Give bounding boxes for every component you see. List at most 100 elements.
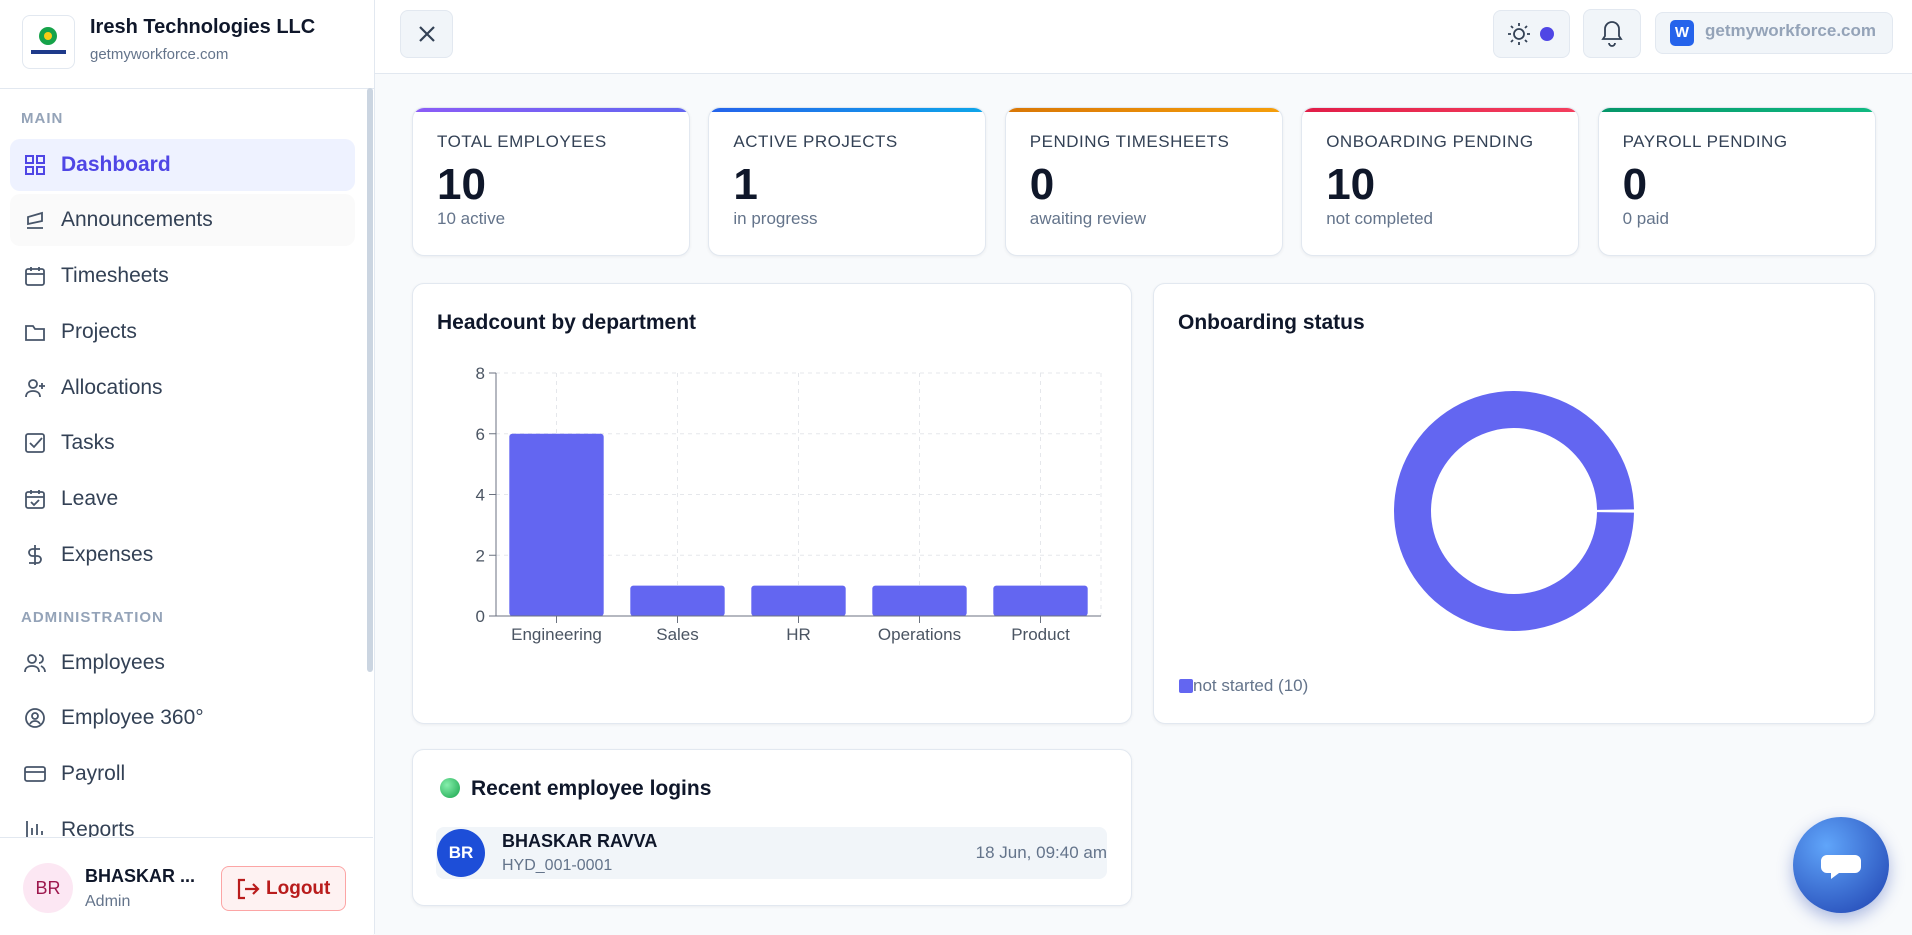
onboarding-card: Onboarding status not started (10) bbox=[1153, 283, 1875, 724]
y-tick-label: 2 bbox=[476, 546, 485, 565]
bar bbox=[751, 585, 846, 616]
bar bbox=[509, 433, 604, 616]
nav-label: Dashboard bbox=[61, 153, 171, 176]
kpi-value: 10 bbox=[437, 160, 486, 209]
y-tick-label: 8 bbox=[476, 364, 485, 383]
notifications-button[interactable] bbox=[1583, 9, 1641, 58]
login-row: BR BHASKAR RAVVA HYD_001-0001 18 Jun, 09:40… bbox=[436, 827, 1107, 879]
bar bbox=[993, 585, 1088, 616]
theme-toggle[interactable] bbox=[1493, 10, 1570, 58]
nav-item[interactable]: Payroll bbox=[10, 748, 355, 800]
chat-button[interactable] bbox=[1793, 817, 1889, 913]
kpi-accent bbox=[709, 108, 986, 112]
kpi-note: 0 paid bbox=[1622, 209, 1669, 228]
kpi-accent bbox=[1005, 108, 1282, 112]
kpi-label: ACTIVE PROJECTS bbox=[733, 132, 898, 151]
legend: not started (10) bbox=[1179, 676, 1308, 700]
logo-art bbox=[31, 27, 66, 54]
nav-label: Allocations bbox=[61, 376, 163, 399]
kpi-card: TOTAL EMPLOYEES 10 10 active bbox=[412, 107, 690, 256]
nav-label: Leave bbox=[61, 487, 119, 510]
nav-label: Announcements bbox=[61, 208, 213, 231]
nav-label: Timesheets bbox=[61, 264, 169, 287]
y-tick-label: 6 bbox=[476, 425, 485, 444]
kpi-card: PENDING TIMESHEETS 0 awaiting review bbox=[1004, 107, 1283, 256]
nav-item[interactable]: Employees bbox=[10, 637, 355, 689]
y-tick-label: 0 bbox=[476, 607, 485, 626]
nav-label: Projects bbox=[61, 320, 137, 343]
nav-label: Employee 360° bbox=[61, 706, 204, 729]
workspace-name: getmyworkforce.com bbox=[1705, 21, 1876, 40]
bar-chart: 0 2 4 6 8 Engineering Sales HR Operations Product bbox=[476, 364, 1102, 644]
nav-item[interactable]: Announcements bbox=[10, 194, 355, 246]
donut-slice bbox=[1394, 391, 1634, 631]
kpi-value: 0 bbox=[1622, 160, 1648, 209]
x-tick-label: Engineering bbox=[511, 625, 602, 644]
kpi-note: in progress bbox=[733, 209, 818, 228]
login-avatar: BR bbox=[437, 829, 485, 877]
legend-item: not started (10) bbox=[1179, 676, 1308, 696]
nav-label: Payroll bbox=[61, 762, 126, 785]
kpi-card: PAYROLL PENDING 0 0 paid bbox=[1597, 107, 1876, 256]
user-role: Admin bbox=[85, 893, 131, 910]
nav-item[interactable]: Leave bbox=[10, 473, 355, 525]
kpi-accent bbox=[1598, 108, 1875, 112]
sidebar: Iresh Technologies LLC getmyworkforce.co… bbox=[0, 0, 375, 935]
legend-swatch bbox=[1179, 679, 1193, 693]
nav-label: Employees bbox=[61, 651, 165, 674]
scrollbar[interactable] bbox=[367, 88, 373, 672]
close-icon bbox=[419, 26, 435, 42]
bell-icon bbox=[1601, 21, 1623, 47]
x-tick-label: Sales bbox=[656, 625, 699, 644]
kpi-label: PAYROLL PENDING bbox=[1622, 132, 1788, 151]
status-dot bbox=[440, 778, 460, 798]
y-tick-label: 4 bbox=[476, 486, 485, 505]
kpi-accent bbox=[1302, 108, 1579, 112]
kpi-label: ONBOARDING PENDING bbox=[1326, 132, 1534, 151]
kpi-note: not completed bbox=[1326, 209, 1433, 228]
nav-item[interactable]: Employee 360° bbox=[10, 692, 355, 744]
x-tick-label: Operations bbox=[878, 625, 961, 644]
kpi-value: 1 bbox=[733, 160, 758, 209]
nav-item[interactable]: Projects bbox=[10, 306, 355, 358]
user-name: BHASKAR ... bbox=[85, 866, 196, 886]
section-label: MAIN bbox=[21, 110, 64, 127]
kpi-label: PENDING TIMESHEETS bbox=[1029, 132, 1230, 151]
bar bbox=[630, 585, 725, 616]
logins-card: Recent employee logins BR BHASKAR RAVVA HY… bbox=[412, 749, 1132, 906]
legend-label: not started (10) bbox=[1193, 676, 1309, 695]
kpi-note: 10 active bbox=[437, 209, 506, 228]
nav-item[interactable]: Tasks bbox=[10, 417, 355, 469]
company-name: Iresh Technologies LLC bbox=[90, 16, 316, 38]
nav-item[interactable]: Dashboard bbox=[10, 139, 355, 191]
login-time: 18 Jun, 09:40 am bbox=[975, 843, 1107, 862]
donut-chart bbox=[1394, 391, 1634, 631]
headcount-card: Headcount by department 0 2 4 6 8 Engineering… bbox=[412, 283, 1132, 724]
chat-icon bbox=[1821, 855, 1861, 879]
kpi-value: 10 bbox=[1326, 160, 1376, 209]
card-title: Recent employee logins bbox=[471, 777, 712, 800]
card-title: Headcount by department bbox=[437, 311, 697, 334]
logout-label: Logout bbox=[266, 878, 331, 899]
logout-button[interactable]: Logout bbox=[221, 866, 346, 911]
nav-label: Expenses bbox=[61, 543, 154, 566]
company-logo bbox=[22, 15, 75, 69]
workspace-chip[interactable] bbox=[1655, 12, 1893, 54]
kpi-card: ONBOARDING PENDING 10 not completed bbox=[1301, 107, 1580, 256]
login-id: HYD_001-0001 bbox=[502, 857, 613, 874]
nav-item[interactable]: Expenses bbox=[10, 529, 355, 581]
x-tick-label: HR bbox=[786, 625, 811, 644]
nav-item[interactable]: Timesheets bbox=[10, 250, 355, 302]
kpi-note: awaiting review bbox=[1029, 209, 1147, 228]
kpi-accent bbox=[413, 108, 689, 112]
login-name: BHASKAR RAVVA bbox=[502, 831, 658, 851]
nav-label: Tasks bbox=[61, 431, 115, 454]
theme-icon bbox=[1508, 23, 1554, 45]
nav-item[interactable]: Allocations bbox=[10, 362, 355, 414]
divider bbox=[0, 88, 374, 89]
bar bbox=[872, 585, 967, 616]
kpi-value: 0 bbox=[1029, 160, 1055, 209]
close-button[interactable] bbox=[400, 10, 453, 58]
kpi-label: TOTAL EMPLOYEES bbox=[437, 132, 607, 151]
